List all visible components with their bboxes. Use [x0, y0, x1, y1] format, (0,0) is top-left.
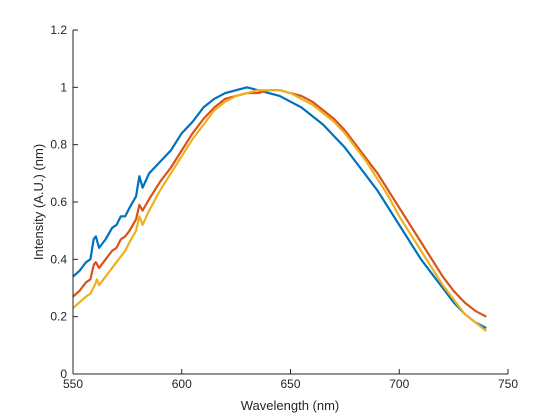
- x-axis-title: Wavelength (nm): [241, 398, 340, 413]
- y-tick-label: 0.2: [50, 310, 67, 324]
- y-tick-label: 0: [60, 367, 67, 381]
- y-tick-label: 1: [60, 80, 67, 94]
- y-ticks: 0 0.2 0.4 0.6 0.8 1 1.2: [50, 23, 78, 381]
- x-tick-label: 550: [63, 377, 83, 391]
- x-ticks: 550 600 650 700 750: [63, 369, 518, 391]
- y-axis-title: Intensity (A.U.) (nm): [31, 144, 46, 260]
- series-line-1: [72, 86, 487, 330]
- x-tick-label: 700: [389, 377, 409, 391]
- x-tick-label: 650: [280, 377, 300, 391]
- y-tick-label: 0.8: [50, 138, 67, 152]
- series-line-3: [72, 89, 487, 332]
- y-tick-label: 0.6: [50, 195, 67, 209]
- axes-layer: [72, 30, 508, 375]
- series-layer: [72, 86, 487, 332]
- series-line-2: [72, 89, 487, 318]
- y-tick-label: 1.2: [50, 23, 67, 37]
- x-tick-label: 750: [498, 377, 518, 391]
- y-tick-label: 0.4: [50, 252, 67, 266]
- x-tick-label: 600: [172, 377, 192, 391]
